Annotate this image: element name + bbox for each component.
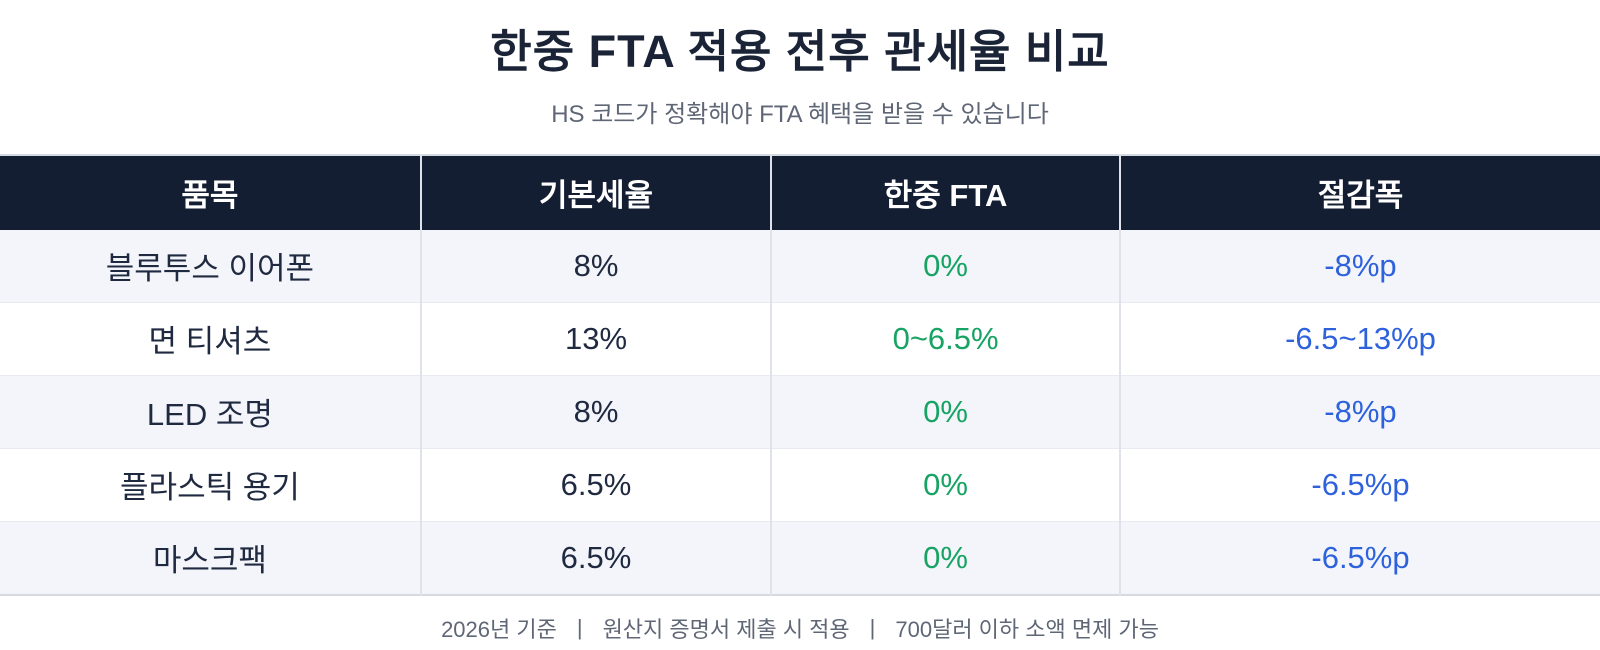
cell-base-rate: 13% (419, 301, 772, 376)
table-row: 플라스틱 용기 6.5% 0% -6.5%p (0, 447, 1600, 522)
column-header-2: 한중 FTA (770, 154, 1120, 230)
footnote-item: 700달러 이하 소액 면제 가능 (895, 616, 1159, 642)
cell-reduction: -6.5~13%p (1118, 301, 1600, 376)
cell-reduction: -8%p (1118, 229, 1600, 303)
cell-fta-rate: 0% (770, 229, 1120, 303)
footnote-item: 원산지 증명서 제출 시 적용 (602, 616, 850, 642)
cell-fta-rate: 0% (770, 447, 1120, 522)
cell-base-rate: 8% (419, 374, 772, 449)
table-row: LED 조명 8% 0% -8%p (0, 374, 1600, 449)
cell-item: LED 조명 (0, 374, 421, 449)
table-header-row: 품목 기본세율 한중 FTA 절감폭 (0, 154, 1600, 230)
footnote-separator: | (576, 614, 583, 640)
table-body: 블루투스 이어폰 8% 0% -8%p 면 티셔츠 13% 0~6.5% -6.5~13%p L… (0, 229, 1600, 595)
column-header-1: 기본세율 (419, 154, 772, 230)
cell-reduction: -8%p (1118, 374, 1600, 449)
cell-base-rate: 8% (419, 229, 772, 303)
page-title: 한중 FTA 적용 전후 관세율 비교 (490, 26, 1110, 77)
cell-fta-rate: 0% (770, 520, 1120, 595)
footnote: 2026년 기준 | 원산지 증명서 제출 시 적용 | 700달러 이하 소액 면제 … (0, 612, 1600, 644)
page-subtitle: HS 코드가 정확해야 FTA 혜택을 받을 수 있습니다 (551, 100, 1049, 128)
cell-reduction: -6.5%p (1118, 520, 1600, 595)
cell-base-rate: 6.5% (419, 447, 772, 522)
table-row: 블루투스 이어폰 8% 0% -8%p (0, 229, 1600, 303)
cell-fta-rate: 0% (770, 374, 1120, 449)
cell-fta-rate: 0~6.5% (770, 301, 1120, 376)
tariff-comparison-table: 품목 기본세율 한중 FTA 절감폭 블루투스 이어폰 8% 0% -8%p 면 티셔츠 13%… (0, 153, 1600, 596)
cell-reduction: -6.5%p (1118, 447, 1600, 522)
footnote-item: 2026년 기준 (441, 616, 557, 642)
table-row: 마스크팩 6.5% 0% -6.5%p (0, 520, 1600, 595)
table-row: 면 티셔츠 13% 0~6.5% -6.5~13%p (0, 301, 1600, 376)
column-header-3: 절감폭 (1118, 154, 1600, 230)
cell-item: 블루투스 이어폰 (105, 251, 315, 287)
cell-base-rate: 6.5% (419, 520, 772, 595)
column-header-0: 품목 (0, 154, 421, 230)
footnote-separator: | (869, 614, 876, 640)
cell-item: 플라스틱 용기 (0, 447, 421, 522)
cell-item: 마스크팩 (0, 520, 421, 595)
cell-item: 면 티셔츠 (0, 301, 421, 376)
